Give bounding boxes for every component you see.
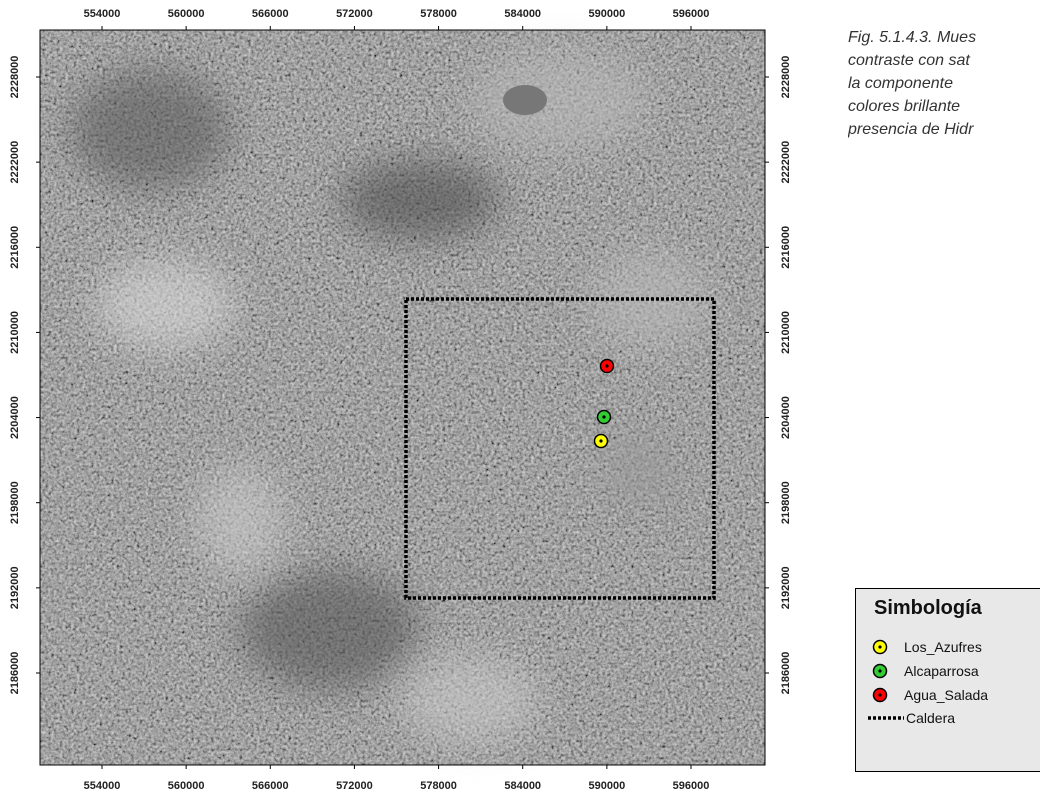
x-tick-label: 596000 xyxy=(673,780,710,792)
caption-line: contraste con sat xyxy=(848,49,1040,72)
legend-title: Simbología xyxy=(874,597,982,620)
legend: Simbología Los_Azufres Alcaparrosa Agua_Sa… xyxy=(855,588,1040,772)
caption-line: la componente xyxy=(848,72,1040,95)
caption-line: colores brillante xyxy=(848,95,1040,118)
x-tick-label: 566000 xyxy=(252,8,289,20)
x-tick-label: 578000 xyxy=(420,780,457,792)
y-tick-label: 2222000 xyxy=(780,141,792,184)
x-tick-label: 554000 xyxy=(84,780,121,792)
legend-symbol xyxy=(870,685,890,705)
y-tick-label: 2228000 xyxy=(9,56,21,99)
y-tick-label: 2228000 xyxy=(780,56,792,99)
legend-symbol xyxy=(868,713,904,723)
x-tick-label: 584000 xyxy=(504,8,541,20)
y-tick-label: 2192000 xyxy=(9,566,21,609)
caption-line: presencia de Hidr xyxy=(848,118,1040,141)
y-tick-label: 2198000 xyxy=(9,481,21,524)
legend-marker-dot xyxy=(878,693,881,696)
x-tick-label: 566000 xyxy=(252,780,289,792)
site-marker-dot xyxy=(602,415,605,418)
x-tick-label: 560000 xyxy=(168,8,205,20)
x-tick-label: 578000 xyxy=(420,8,457,20)
y-tick-label: 2210000 xyxy=(9,311,21,354)
x-tick-label: 590000 xyxy=(588,8,625,20)
lake xyxy=(503,85,547,115)
y-tick-label: 2198000 xyxy=(780,481,792,524)
x-tick-label: 584000 xyxy=(504,780,541,792)
x-tick-label: 590000 xyxy=(588,780,625,792)
legend-label: Alcaparrosa xyxy=(904,663,979,679)
legend-symbol xyxy=(870,661,890,681)
page: 554000 554000 560000 560000 566000 566000 5720… xyxy=(0,0,1040,801)
y-tick-label: 2204000 xyxy=(780,396,792,439)
x-tick-label: 572000 xyxy=(336,8,373,20)
y-tick-label: 2186000 xyxy=(780,652,792,695)
y-tick-label: 2216000 xyxy=(780,226,792,269)
caption-line: Fig. 5.1.4.3. Mues xyxy=(848,26,1040,49)
y-tick-label: 2192000 xyxy=(780,566,792,609)
legend-marker-dot xyxy=(878,669,881,672)
legend-label: Los_Azufres xyxy=(904,639,982,655)
y-tick-label: 2204000 xyxy=(9,396,21,439)
x-tick-label: 572000 xyxy=(336,780,373,792)
x-tick-label: 596000 xyxy=(673,8,710,20)
x-tick-label: 560000 xyxy=(168,780,205,792)
legend-label: Agua_Salada xyxy=(904,687,988,703)
y-tick-label: 2222000 xyxy=(9,141,21,184)
y-tick-label: 2186000 xyxy=(9,652,21,695)
map: 554000 554000 560000 560000 566000 566000 5720… xyxy=(0,0,800,801)
y-tick-label: 2216000 xyxy=(9,226,21,269)
legend-marker-dot xyxy=(878,645,881,648)
site-marker-dot xyxy=(599,439,602,442)
x-tick-label: 554000 xyxy=(84,8,121,20)
legend-symbol xyxy=(870,637,890,657)
legend-label: Caldera xyxy=(906,710,955,726)
site-marker-dot xyxy=(605,364,608,367)
y-tick-label: 2210000 xyxy=(780,311,792,354)
